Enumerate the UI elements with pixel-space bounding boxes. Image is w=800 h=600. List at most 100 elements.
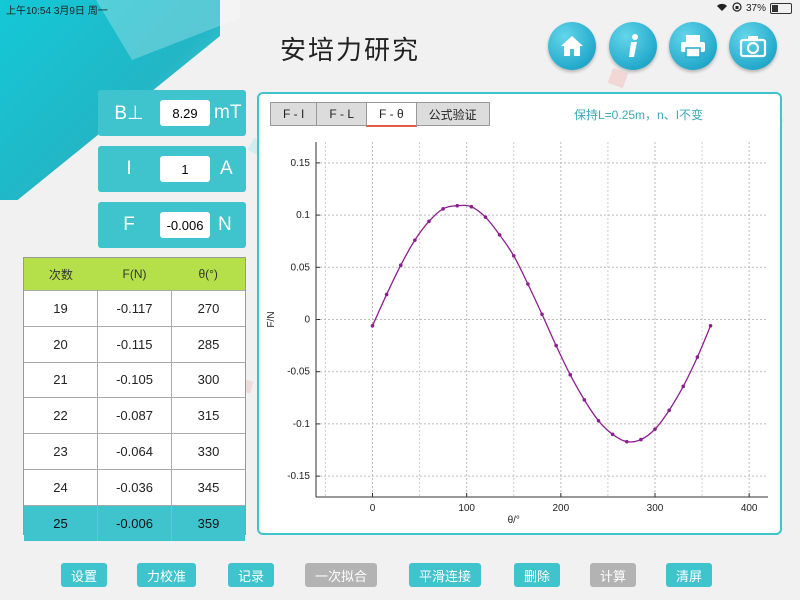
table-cell: 23 xyxy=(53,444,68,460)
param-b-perpendicular: B⊥ 8.29 mT xyxy=(98,90,246,136)
data-table: 次数 F(N) θ(°) 19 -0.117 270 20 -0.115 285… xyxy=(23,257,246,541)
param-b-value[interactable]: 8.29 xyxy=(160,100,210,126)
data-point xyxy=(427,219,431,224)
x-tick-label: 200 xyxy=(552,503,569,514)
table-cell: -0.087 xyxy=(97,398,171,434)
data-point xyxy=(582,398,587,402)
data-point xyxy=(469,204,474,209)
table-cell: -0.105 xyxy=(97,362,171,398)
table-cell: 300 xyxy=(171,362,245,398)
tab-f-l[interactable]: F - L xyxy=(316,102,367,126)
battery-percent: 37% xyxy=(745,3,766,14)
tab-formula-check[interactable]: 公式验证 xyxy=(415,102,490,126)
delete-button[interactable]: 删除 xyxy=(514,563,561,587)
x-tick-label: 100 xyxy=(458,503,475,514)
table-header: 次数 F(N) θ(°) xyxy=(24,258,245,290)
clear-screen-button[interactable]: 清屏 xyxy=(666,563,713,587)
status-time: 上午10:54 xyxy=(6,6,52,17)
table-cell: -0.064 xyxy=(97,434,171,469)
data-point xyxy=(413,238,417,242)
battery-icon xyxy=(770,3,792,14)
y-tick-label: -0.1 xyxy=(293,419,311,430)
y-tick-label: 0.05 xyxy=(291,262,311,273)
data-point xyxy=(568,373,573,377)
x-tick-label: 0 xyxy=(370,503,376,514)
data-point xyxy=(497,233,502,237)
table-cell: 19 xyxy=(53,300,68,316)
table-cell: -0.006 xyxy=(97,505,171,541)
data-point xyxy=(596,418,601,423)
status-indicators: 37% xyxy=(716,2,792,15)
table-row[interactable]: 24 -0.036 345 xyxy=(24,468,245,505)
data-point xyxy=(653,427,657,431)
table-row[interactable]: 23 -0.064 330 xyxy=(24,433,245,469)
f-theta-chart: 0 100 200 300 400 -0.15 -0.1 -0.05 0 0.05 0.1 0.15 θ… xyxy=(266,142,768,526)
info-icon[interactable] xyxy=(609,22,657,70)
table-cell: 22 xyxy=(53,408,68,424)
camera-icon[interactable] xyxy=(729,22,777,70)
data-point xyxy=(384,292,389,297)
data-point xyxy=(455,203,460,208)
data-point xyxy=(667,408,671,413)
param-current: I 1 A xyxy=(98,146,246,192)
condition-note: 保持L=0.25m，n、I不变 xyxy=(574,108,704,122)
param-f-value[interactable]: -0.006 xyxy=(160,212,210,238)
table-header-count: 次数 xyxy=(48,267,73,282)
record-button[interactable]: 记录 xyxy=(228,563,275,587)
table-header-angle: θ(°) xyxy=(198,267,218,281)
data-point xyxy=(639,437,643,442)
table-cell: -0.036 xyxy=(97,469,171,505)
table-row[interactable]: 22 -0.087 315 xyxy=(24,397,245,434)
param-b-unit: mT xyxy=(214,102,242,123)
table-header-force: F(N) xyxy=(122,267,147,281)
settings-button[interactable]: 设置 xyxy=(61,563,108,587)
x-tick-label: 400 xyxy=(741,503,758,514)
y-tick-label: 0.15 xyxy=(291,158,311,169)
table-cell: 345 xyxy=(171,469,245,505)
table-cell: 285 xyxy=(171,326,245,362)
tab-f-theta[interactable]: F - θ xyxy=(366,102,417,127)
deco-square xyxy=(607,67,629,89)
calibrate-force-button[interactable]: 力校准 xyxy=(137,563,197,587)
param-i-label: I xyxy=(126,158,132,179)
tab-f-i[interactable]: F - I xyxy=(270,102,318,126)
table-cell: 21 xyxy=(53,372,68,388)
data-point xyxy=(483,215,488,219)
calculate-button[interactable]: 计算 xyxy=(590,563,637,587)
data-point xyxy=(624,439,629,444)
param-i-unit: A xyxy=(220,158,233,179)
app-title: 安培力研究 xyxy=(280,35,421,65)
data-point xyxy=(398,263,403,268)
table-row[interactable]: 20 -0.115 285 xyxy=(24,325,245,362)
table-cell: 359 xyxy=(171,505,245,541)
data-point xyxy=(511,254,516,258)
table-row-selected[interactable]: 25 -0.006 359 xyxy=(24,504,245,541)
data-point xyxy=(681,384,686,389)
status-bar: 上午10:54 3月9日 周一 37% xyxy=(0,0,800,17)
print-icon[interactable] xyxy=(669,22,717,70)
linear-fit-button[interactable]: 一次拟合 xyxy=(305,563,378,587)
data-point xyxy=(526,282,530,286)
home-icon[interactable] xyxy=(548,22,596,70)
y-tick-label: 0.1 xyxy=(296,210,310,221)
status-time-date: 上午10:54 3月9日 周一 xyxy=(6,2,108,17)
smooth-connect-button[interactable]: 平滑连接 xyxy=(409,563,482,587)
y-tick-label: -0.05 xyxy=(287,367,310,378)
param-b-label: B⊥ xyxy=(114,102,144,124)
status-date: 3月9日 周一 xyxy=(53,6,108,17)
param-f-label: F xyxy=(123,214,135,235)
y-tick-label: 0 xyxy=(304,315,310,326)
data-point xyxy=(610,432,615,437)
chart-panel xyxy=(257,92,782,535)
table-row[interactable]: 21 -0.105 300 xyxy=(24,361,245,398)
table-cell: -0.115 xyxy=(97,326,171,362)
table-cell: 330 xyxy=(171,434,245,469)
x-tick-label: 300 xyxy=(647,503,664,514)
table-row[interactable]: 19 -0.117 270 xyxy=(24,290,245,326)
chart-tabs: F - I F - L F - θ 公式验证 xyxy=(270,102,490,127)
data-point xyxy=(441,207,445,211)
data-point xyxy=(370,323,375,328)
param-i-value[interactable]: 1 xyxy=(160,156,210,182)
data-point xyxy=(708,323,713,328)
wifi-icon xyxy=(716,3,728,15)
